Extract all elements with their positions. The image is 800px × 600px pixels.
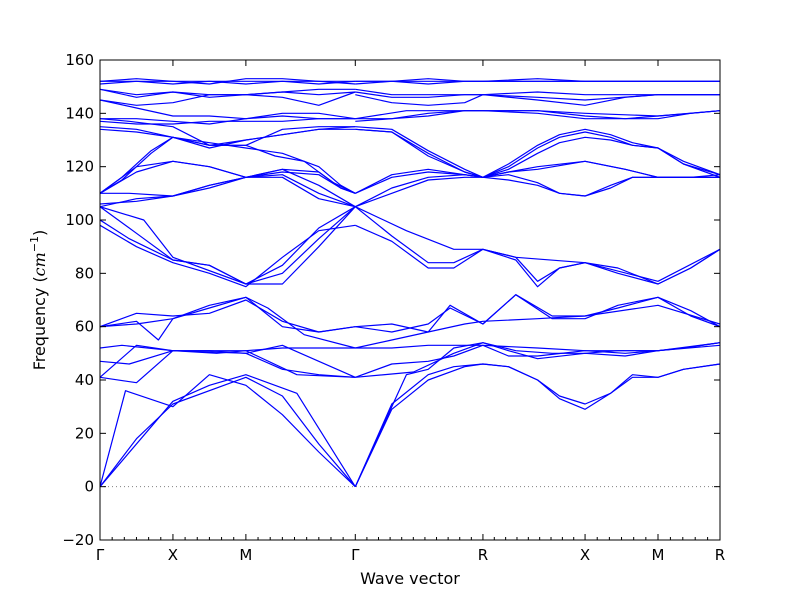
x-tick-label: M [652, 546, 665, 564]
y-axis-title: Frequency (cm−1) [28, 230, 49, 371]
y-tick-label: 160 [65, 51, 94, 69]
band-line-16 [100, 296, 356, 349]
band-line-5 [354, 363, 720, 487]
plot-frame [99, 59, 721, 541]
band-line-2 [100, 376, 356, 488]
x-tick-label: R [715, 546, 725, 564]
band-line-28 [100, 176, 356, 208]
band-line-37 [355, 160, 720, 194]
x-axis-title: Wave vector [360, 569, 460, 588]
band-line-1 [100, 374, 356, 488]
band-line-22 [100, 206, 356, 285]
y-tick-label: 120 [65, 158, 94, 176]
band-line-39 [100, 126, 356, 146]
x-tick-label: Γ [96, 546, 105, 564]
band-line-51 [100, 88, 356, 98]
band-line-31 [355, 174, 720, 208]
band-line-54 [355, 88, 720, 96]
band-line-46 [100, 99, 356, 120]
band-line-33 [100, 160, 356, 194]
band-line-15 [100, 296, 356, 341]
x-tick-label: Γ [351, 546, 360, 564]
band-line-9 [100, 344, 356, 378]
y-axis-ticks: −20 0 20 40 60 80 100 120 140 160 [62, 51, 720, 549]
band-line-43 [355, 128, 720, 178]
y-axis-title-close: ) [30, 230, 49, 236]
band-line-30 [355, 174, 720, 208]
y-tick-label: 20 [75, 424, 94, 442]
band-line-61 [355, 78, 720, 85]
band-line-48 [355, 110, 720, 122]
y-tick-label: 40 [75, 371, 94, 389]
dispersion-curves [100, 78, 720, 488]
band-line-26 [355, 206, 720, 282]
band-line-45 [100, 115, 356, 125]
band-line-23 [100, 206, 356, 285]
y-tick-label: 80 [75, 264, 94, 282]
band-line-21 [100, 224, 356, 288]
y-tick-label: 140 [65, 104, 94, 122]
band-line-53 [355, 91, 720, 101]
band-line-49 [355, 110, 720, 120]
y-tick-label: 0 [84, 478, 94, 496]
y-axis-title-unit: cm [30, 252, 49, 276]
x-tick-label: X [168, 546, 178, 564]
band-line-47 [355, 110, 720, 120]
y-tick-label: −20 [62, 531, 94, 549]
y-tick-label: 60 [75, 318, 94, 336]
band-line-19 [355, 304, 720, 349]
band-line-40 [100, 118, 356, 146]
band-line-55 [355, 94, 720, 106]
band-line-52 [100, 88, 356, 96]
y-tick-label: 100 [65, 211, 94, 229]
band-line-12 [355, 344, 720, 352]
band-line-58 [100, 78, 356, 85]
band-line-3 [100, 374, 356, 488]
band-line-6 [354, 342, 720, 487]
x-tick-label: M [239, 546, 252, 564]
y-axis-title-text: Frequency ( [30, 276, 49, 370]
band-line-14 [100, 299, 356, 333]
x-tick-label: X [580, 546, 590, 564]
band-line-4 [354, 363, 720, 487]
band-line-8 [100, 350, 356, 378]
y-axis-title-exponent: −1 [28, 236, 41, 252]
band-line-25 [354, 206, 720, 285]
band-line-13 [100, 344, 356, 352]
band-line-27 [100, 174, 356, 208]
x-tick-label: R [478, 546, 488, 564]
band-line-17 [355, 294, 720, 333]
band-line-18 [355, 294, 720, 333]
band-line-29 [100, 168, 356, 208]
